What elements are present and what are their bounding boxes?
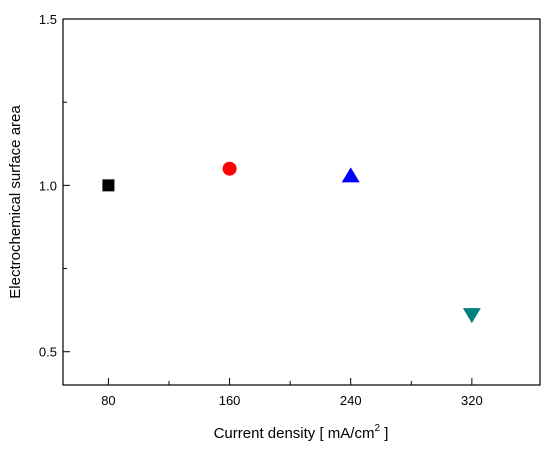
data-point-triangle-down (462, 308, 481, 324)
x-axis-label-main: Current density [ mA/cm (214, 425, 375, 442)
data-point-square (102, 179, 115, 192)
x-axis-label: Current density [ mA/cm2 ] (214, 423, 389, 442)
x-axis-ticks: 80 160 240 320 (101, 378, 483, 408)
y-axis-label: Electrochemical surface area (7, 105, 24, 299)
x-tick-label: 80 (101, 393, 115, 408)
x-tick-label: 320 (461, 393, 483, 408)
x-tick-label: 160 (219, 393, 241, 408)
x-tick-label: 240 (340, 393, 362, 408)
y-tick-label: 1.5 (39, 12, 57, 27)
plot-area-frame (62, 18, 541, 386)
data-point-circle (222, 161, 237, 176)
y-axis-ticks: 0.5 1.0 1.5 (39, 12, 70, 360)
x-axis-label-suffix: ] (380, 425, 388, 442)
data-points (102, 161, 481, 324)
x-axis-label-superscript: 2 (374, 423, 380, 434)
data-point-triangle-up (341, 167, 360, 183)
y-tick-label: 1.0 (39, 178, 57, 193)
y-tick-label: 0.5 (39, 345, 57, 360)
